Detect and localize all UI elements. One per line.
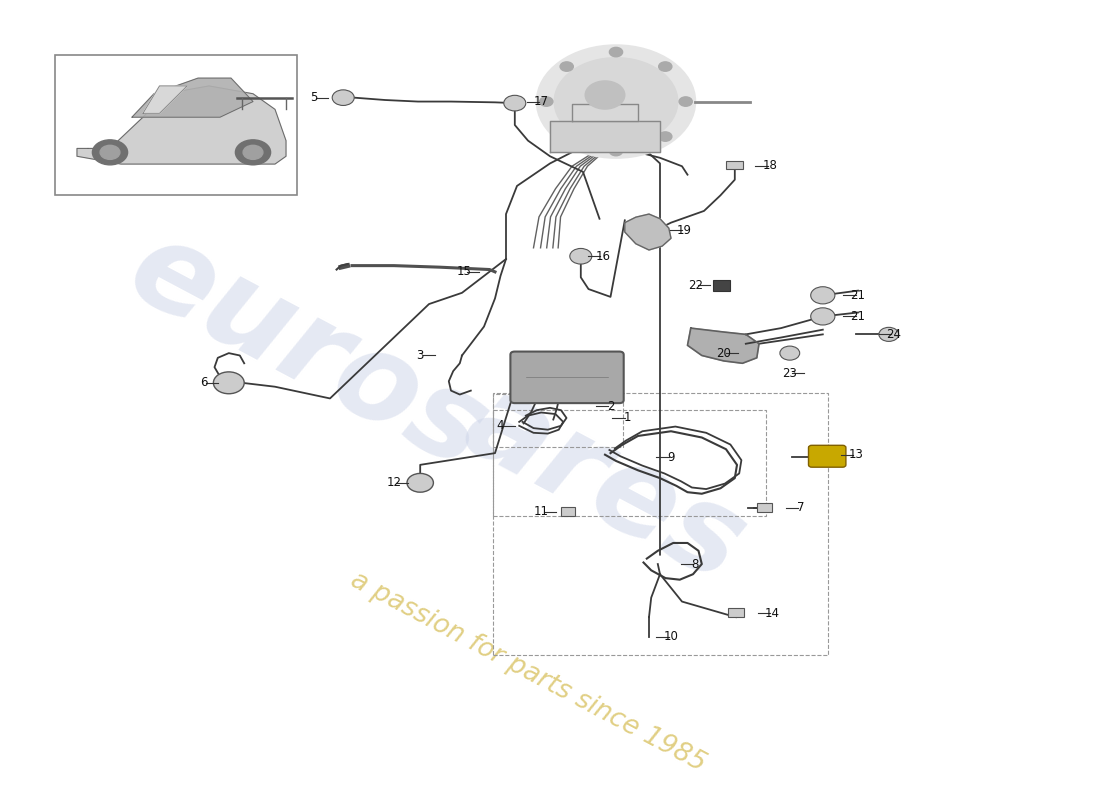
Circle shape	[879, 327, 899, 342]
Text: euros: euros	[110, 209, 506, 494]
Circle shape	[570, 249, 592, 264]
Polygon shape	[688, 328, 759, 363]
Text: 12: 12	[386, 476, 402, 490]
Circle shape	[540, 97, 553, 106]
Text: 24: 24	[886, 328, 901, 341]
Circle shape	[659, 132, 672, 142]
Circle shape	[560, 62, 573, 71]
Text: 16: 16	[595, 250, 610, 262]
Circle shape	[659, 62, 672, 71]
Circle shape	[235, 140, 271, 165]
Polygon shape	[132, 78, 253, 117]
Text: 11: 11	[534, 506, 549, 518]
Circle shape	[560, 132, 573, 142]
Circle shape	[780, 346, 800, 360]
Bar	[713, 280, 730, 290]
Text: 4: 4	[497, 419, 504, 432]
Text: 3: 3	[417, 349, 424, 362]
FancyBboxPatch shape	[808, 446, 846, 467]
Text: a passion for parts since 1985: a passion for parts since 1985	[346, 567, 710, 777]
Text: 5: 5	[310, 91, 317, 104]
Circle shape	[213, 372, 244, 394]
Polygon shape	[143, 86, 187, 114]
Text: 19: 19	[676, 224, 692, 237]
Circle shape	[811, 308, 835, 325]
FancyBboxPatch shape	[510, 351, 624, 403]
Circle shape	[407, 474, 433, 492]
Text: ares: ares	[446, 362, 764, 606]
Text: 20: 20	[716, 346, 732, 360]
Text: 2: 2	[607, 400, 614, 413]
Circle shape	[585, 81, 625, 109]
Text: 21: 21	[850, 289, 866, 302]
Text: 17: 17	[534, 95, 549, 108]
Circle shape	[332, 90, 354, 106]
Bar	[493, 410, 766, 516]
Text: 9: 9	[668, 450, 674, 463]
Polygon shape	[572, 104, 638, 122]
Text: 6: 6	[200, 376, 207, 390]
Circle shape	[609, 146, 623, 156]
Circle shape	[100, 146, 120, 159]
Text: 14: 14	[764, 606, 780, 620]
Circle shape	[811, 286, 835, 304]
Text: 18: 18	[762, 159, 778, 172]
Text: 15: 15	[456, 266, 472, 278]
Text: 13: 13	[848, 448, 864, 461]
Polygon shape	[625, 214, 671, 250]
Bar	[726, 161, 742, 169]
Bar	[728, 608, 744, 617]
Polygon shape	[550, 122, 660, 152]
Circle shape	[679, 97, 692, 106]
Text: 7: 7	[798, 502, 804, 514]
Circle shape	[554, 58, 678, 146]
Circle shape	[609, 47, 623, 57]
Text: 10: 10	[663, 630, 679, 643]
Text: 22: 22	[688, 278, 703, 292]
Bar	[757, 503, 772, 513]
Bar	[493, 393, 828, 654]
Text: 8: 8	[692, 558, 698, 570]
Circle shape	[537, 46, 695, 158]
Bar	[493, 394, 623, 447]
Circle shape	[243, 146, 263, 159]
Circle shape	[92, 140, 128, 165]
Text: 1: 1	[624, 411, 630, 425]
Bar	[55, 54, 297, 195]
Text: 23: 23	[782, 367, 797, 380]
Text: 21: 21	[850, 310, 866, 323]
Circle shape	[504, 95, 526, 111]
Bar	[561, 507, 575, 516]
Polygon shape	[77, 86, 286, 164]
